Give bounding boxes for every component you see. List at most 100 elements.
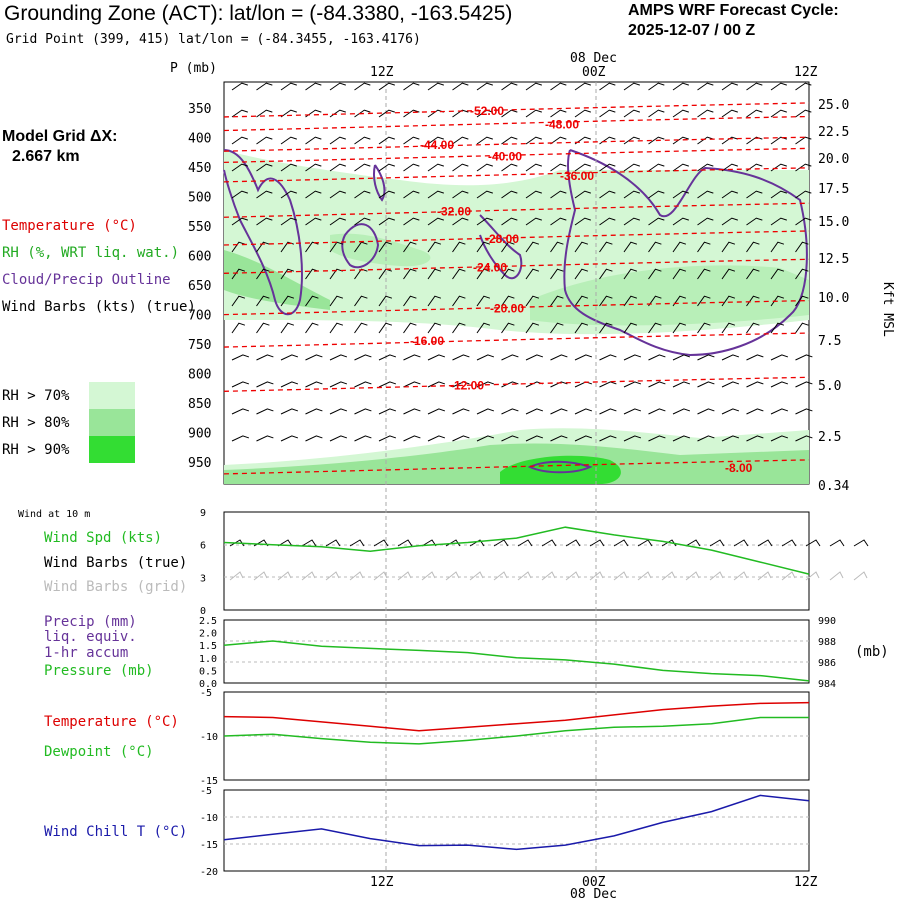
wind-barb: [770, 295, 785, 307]
wind-barb: [746, 354, 764, 361]
wind-barb: [697, 217, 714, 226]
wind-barb: [746, 217, 763, 226]
isotherm-label: -44.00: [420, 138, 454, 152]
height-tick: 2.5: [818, 430, 841, 445]
wind-barb: [574, 435, 593, 442]
wind-barb-grid: [781, 571, 796, 581]
wind-barb: [648, 295, 662, 307]
wind-barb: [746, 82, 763, 91]
isotherm-line: [223, 102, 810, 118]
wind-barb-true: [685, 539, 701, 547]
wind-barb: [280, 354, 299, 361]
wind-barb: [770, 136, 787, 145]
wind-barb: [329, 136, 346, 145]
wind-barbs-grid-label: Wind Barbs (grid): [44, 579, 188, 595]
wind-barb: [378, 136, 395, 145]
isotherm-label: -24.00: [473, 260, 507, 274]
wind-barb: [231, 190, 248, 199]
wind-barb: [623, 82, 640, 91]
isotherm-line: [223, 202, 810, 218]
wind-barb: [231, 136, 248, 145]
wind-barb: [599, 163, 616, 172]
bottom-time-00z: 00Z: [582, 875, 606, 890]
wind-barb: [599, 354, 617, 361]
isotherm-label: -8.00: [725, 461, 753, 475]
wind-barb: [231, 163, 248, 172]
wind-barb: [231, 354, 250, 361]
wind-barb: [574, 408, 593, 415]
wind-barb-grid: [637, 571, 652, 581]
wind-barb: [795, 241, 809, 253]
wind-barb: [525, 190, 542, 199]
time-gridlines: [385, 82, 597, 871]
wind-barb-grid: [301, 571, 316, 581]
wind-barb: [648, 241, 662, 253]
wind-barb: [403, 354, 421, 361]
isotherm-label: -12.00: [450, 378, 484, 392]
wind-barb: [525, 82, 542, 91]
bottom-time-12z-a: 12Z: [370, 875, 394, 890]
wind-barb: [672, 163, 689, 172]
wind-barb: [770, 109, 787, 118]
wind-barb: [476, 354, 495, 361]
chill-panel-frame: [223, 789, 810, 872]
wind-barb: [721, 435, 740, 442]
wind-barb: [329, 163, 346, 172]
wind-barb-true: [277, 539, 293, 547]
wind-barb-true: [805, 539, 821, 547]
wind-barb: [354, 322, 368, 334]
precip-panel-frame: [223, 619, 810, 684]
wind-barb: [427, 163, 444, 172]
wind-barb: [721, 381, 740, 388]
wind-barb: [746, 136, 763, 145]
wind-barb: [256, 217, 273, 226]
wind-ytick: 6: [200, 541, 206, 552]
pressure-tick: 450: [188, 161, 211, 176]
wind-barb-grid: [853, 571, 868, 581]
wind-barb: [574, 241, 589, 253]
wind-barb: [354, 217, 371, 226]
wind-barb: [697, 435, 715, 442]
wind-barb: [574, 190, 591, 199]
pressure-tick: 650: [188, 279, 211, 294]
pressure-tick: 700: [188, 309, 211, 324]
wind-barb-grid: [493, 571, 508, 581]
wind-barb: [672, 136, 689, 145]
wind-barb: [648, 82, 665, 91]
wind-barb: [672, 82, 689, 91]
wind-barb: [574, 109, 591, 118]
wind-barb: [305, 82, 322, 91]
wind-barb: [599, 217, 616, 226]
wind-barb: [648, 163, 665, 172]
wind-ytick: 3: [200, 573, 206, 584]
wind-barb: [795, 136, 812, 145]
isotherm-line: [223, 258, 810, 274]
wind-barb: [623, 322, 638, 334]
wind-barb-grid: [541, 571, 556, 581]
wind-barb-grid: [829, 571, 844, 581]
wind-barb-grid: [757, 571, 772, 581]
legend-rh70-swatch: [89, 382, 135, 409]
wind-barb: [550, 381, 568, 388]
wind-barb-grid: [565, 571, 580, 581]
wind-barb: [476, 136, 493, 145]
wind-barb: [648, 408, 666, 415]
wind-barb: [354, 354, 372, 361]
wind-barb: [354, 190, 371, 199]
wind-barb: [697, 268, 711, 280]
pressure-tick: 500: [188, 191, 211, 206]
wind-barb: [501, 381, 519, 388]
wind-barb: [501, 322, 515, 334]
wind-barb: [697, 109, 714, 118]
pressure-tick: 750: [188, 338, 211, 353]
wind-barb: [280, 268, 295, 280]
wind-barb: [795, 163, 812, 172]
wind-barb: [672, 217, 689, 226]
wind-barb: [354, 109, 371, 118]
wind-barb: [329, 354, 348, 361]
wind-barb-true: [829, 539, 845, 547]
wind-barb: [623, 217, 640, 226]
wind-barb-true: [349, 539, 365, 547]
chill-ytick: -15: [200, 840, 218, 851]
model-grid-value: 2.667 km: [12, 148, 80, 165]
